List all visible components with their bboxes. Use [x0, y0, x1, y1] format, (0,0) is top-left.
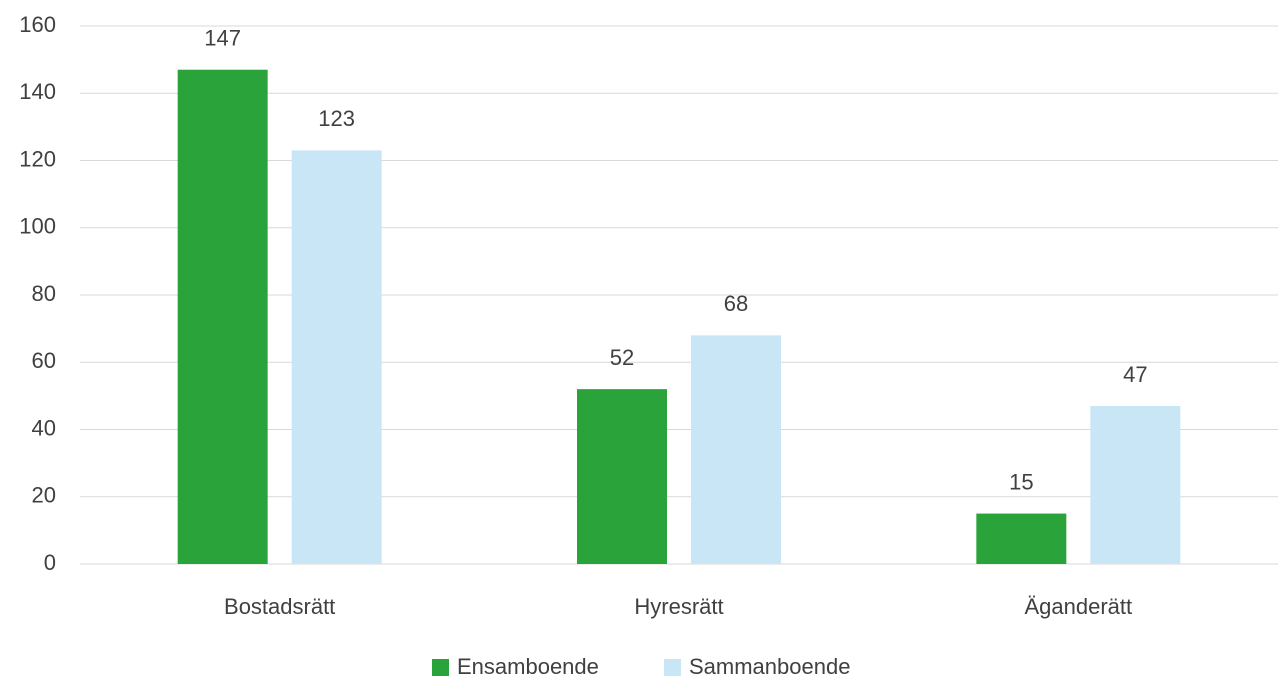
bar	[691, 335, 781, 564]
data-label: 123	[318, 106, 355, 131]
y-tick-label: 100	[19, 214, 56, 239]
y-tick-label: 160	[19, 12, 56, 37]
x-tick-label: Äganderätt	[1025, 594, 1133, 619]
x-tick-label: Bostadsrätt	[224, 594, 335, 619]
y-tick-label: 0	[44, 550, 56, 575]
y-tick-label: 60	[32, 348, 56, 373]
y-tick-label: 20	[32, 483, 56, 508]
y-tick-label: 140	[19, 79, 56, 104]
bar	[577, 389, 667, 564]
legend-label: Ensamboende	[457, 654, 599, 679]
bar	[177, 69, 268, 565]
bar	[1090, 405, 1181, 564]
data-label: 47	[1123, 362, 1147, 387]
legend-swatch	[664, 659, 681, 676]
x-tick-label: Hyresrätt	[634, 594, 723, 619]
data-label: 15	[1009, 469, 1033, 494]
data-label: 68	[724, 291, 748, 316]
legend-swatch	[432, 659, 449, 676]
bar	[291, 150, 382, 564]
y-tick-label: 40	[32, 415, 56, 440]
bar	[976, 513, 1067, 564]
y-tick-label: 120	[19, 146, 56, 171]
legend-label: Sammanboende	[689, 654, 850, 679]
y-tick-label: 80	[32, 281, 56, 306]
data-label: 52	[610, 345, 634, 370]
data-label: 147	[204, 26, 241, 51]
